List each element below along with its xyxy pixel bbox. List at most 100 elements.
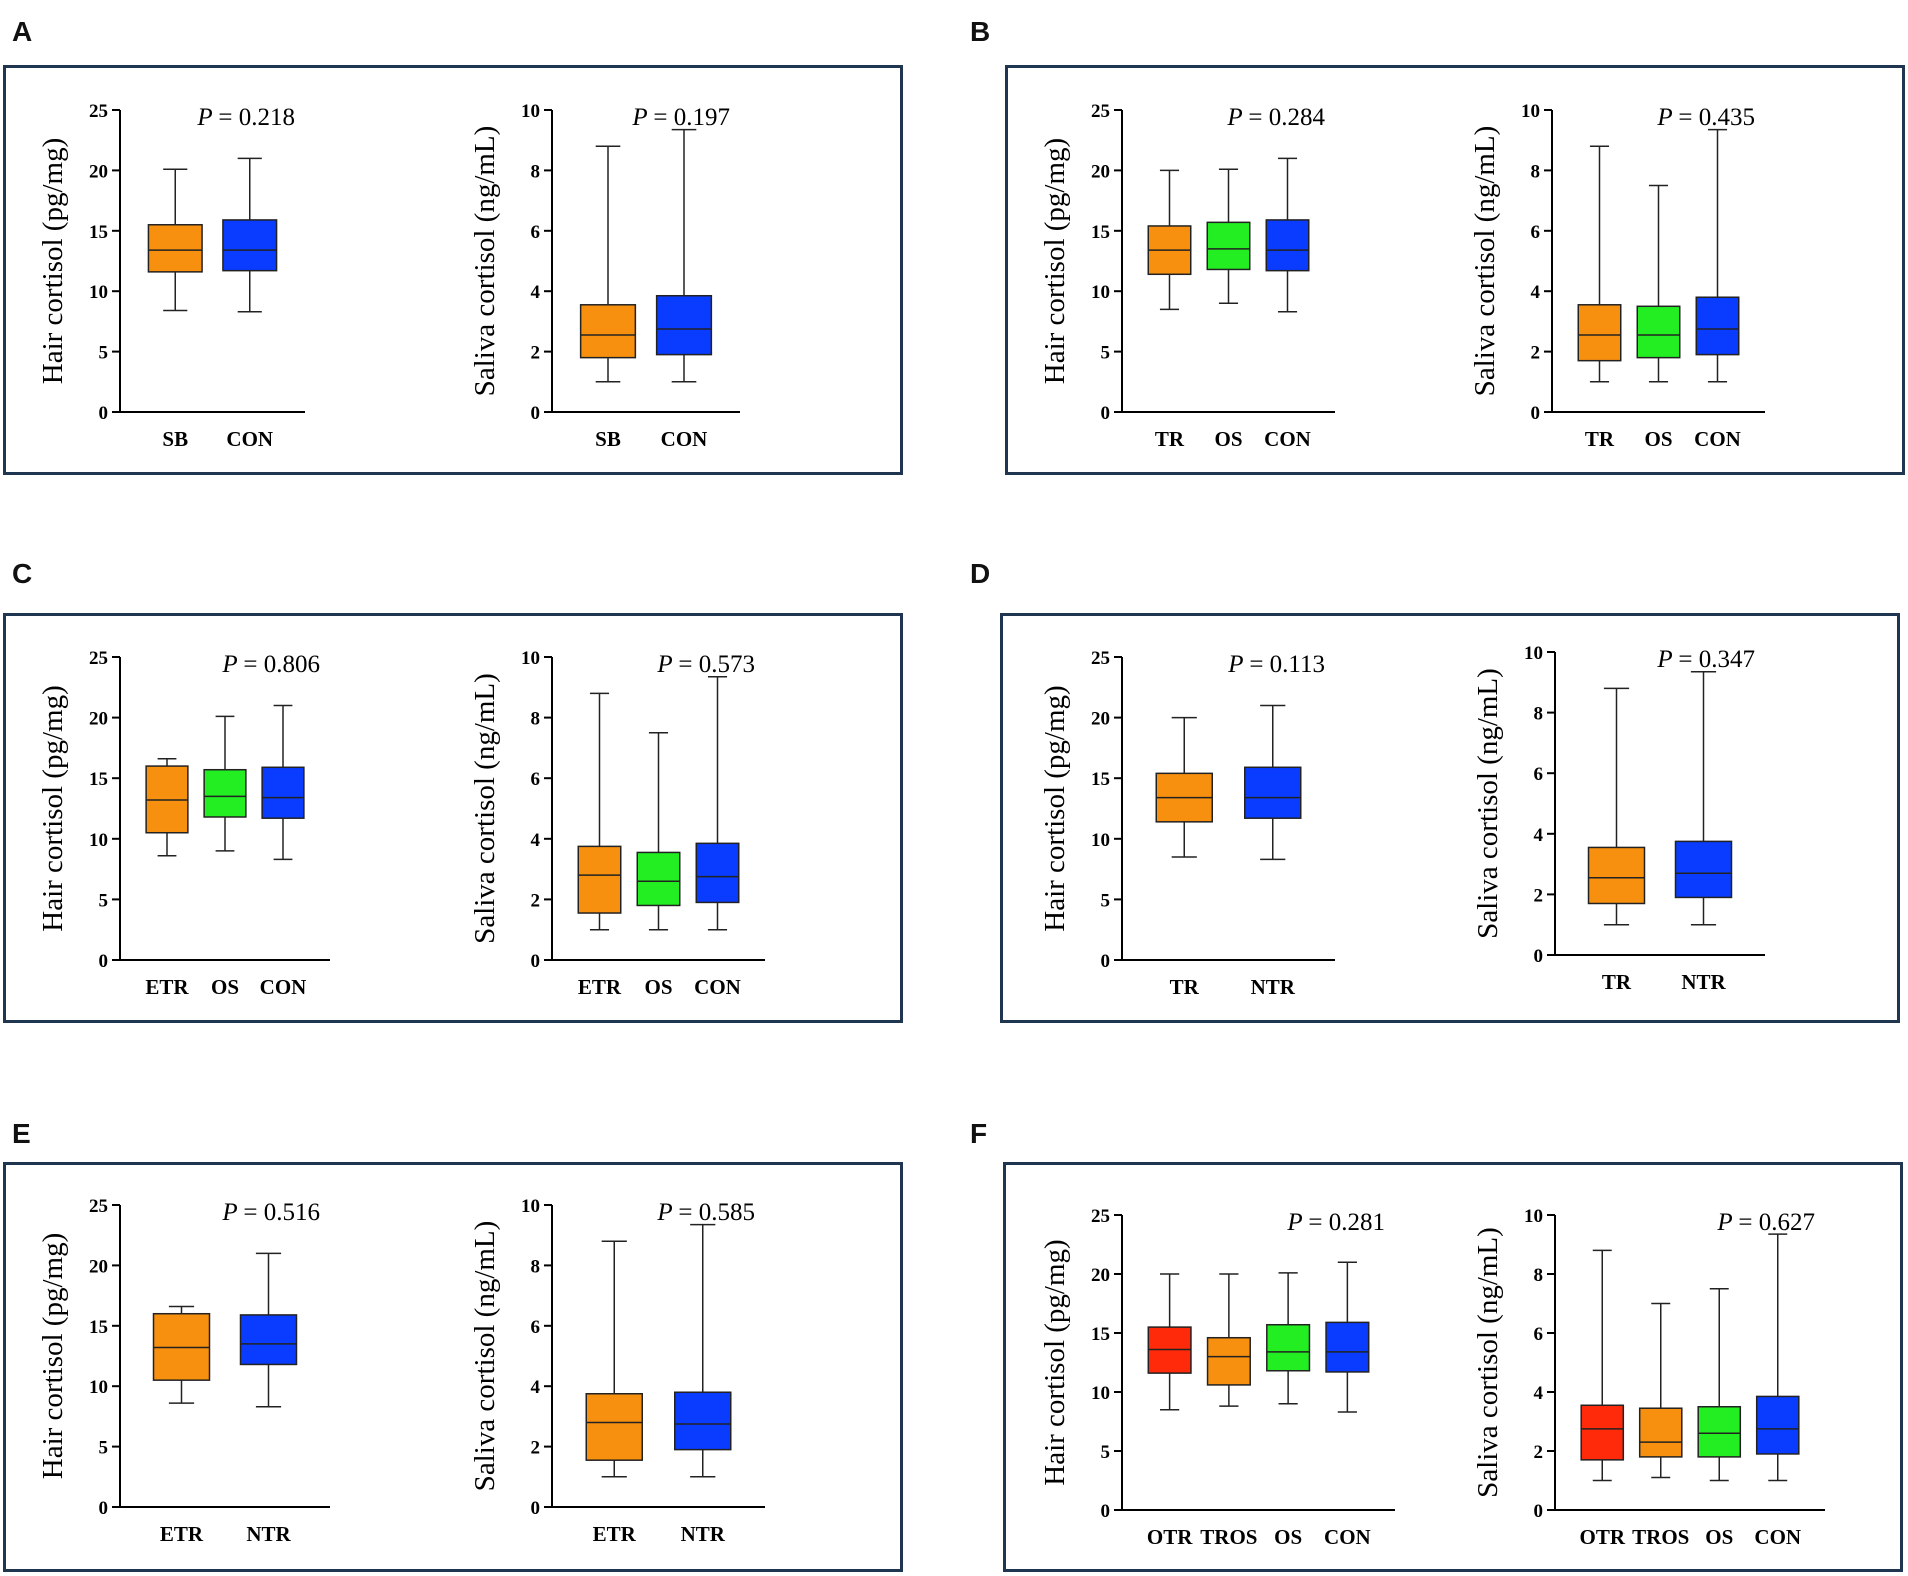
box-tr xyxy=(1155,716,1213,858)
p-symbol: P xyxy=(656,651,678,678)
y-tick-label: 0 xyxy=(99,1498,109,1519)
p-value: = 0.218 xyxy=(218,104,295,131)
box-iqr xyxy=(203,768,247,818)
p-symbol: P xyxy=(1716,1209,1738,1236)
y-tick-label: 8 xyxy=(531,161,541,182)
y-tick-label: 2 xyxy=(531,890,541,911)
y-tick-label: 4 xyxy=(531,1377,541,1398)
box-etr xyxy=(585,1240,643,1478)
y-tick-label: 0 xyxy=(1101,951,1111,972)
box-iqr xyxy=(1697,1406,1742,1458)
p-value: = 0.627 xyxy=(1738,1209,1815,1236)
x-category-label: CON xyxy=(694,975,741,999)
y-tick-label: 10 xyxy=(1091,830,1110,851)
y-axis-label: Hair cortisol (pg/mg) xyxy=(1039,685,1071,931)
p-value: = 0.516 xyxy=(243,1199,320,1226)
box-etr xyxy=(145,758,189,857)
p-value-label: P = 0.218 xyxy=(196,104,295,131)
y-tick-label: 8 xyxy=(531,1256,541,1277)
p-symbol: P xyxy=(221,1199,243,1226)
box-con xyxy=(1265,157,1310,313)
box-tr xyxy=(1587,687,1646,926)
box-sb xyxy=(147,168,203,312)
box-os xyxy=(1206,168,1251,305)
y-tick-label: 4 xyxy=(1534,1383,1544,1404)
p-value-label: P = 0.347 xyxy=(1656,646,1755,673)
y-tick-label: 0 xyxy=(1534,1501,1544,1522)
p-value-label: P = 0.516 xyxy=(221,1199,320,1226)
box-iqr xyxy=(261,766,305,819)
panel-frame-d xyxy=(1000,613,1900,1023)
box-iqr xyxy=(147,224,203,273)
y-tick-label: 10 xyxy=(89,1377,108,1398)
x-category-label: TR xyxy=(1170,975,1200,999)
box-ntr xyxy=(239,1252,298,1408)
box-tros xyxy=(1206,1273,1251,1407)
panel-letter-b: B xyxy=(970,16,991,47)
p-symbol: P xyxy=(1226,104,1248,131)
box-iqr xyxy=(1587,846,1646,905)
y-tick-label: 10 xyxy=(521,648,540,669)
y-tick-label: 2 xyxy=(531,1438,541,1459)
box-iqr xyxy=(695,842,740,904)
y-axis-label: Hair cortisol (pg/mg) xyxy=(37,138,69,384)
x-category-label: TR xyxy=(1585,427,1615,451)
panel-letter-f: F xyxy=(970,1118,988,1149)
y-tick-label: 10 xyxy=(89,830,108,851)
p-value: = 0.573 xyxy=(678,651,755,678)
y-axis-label: Hair cortisol (pg/mg) xyxy=(37,685,69,931)
y-tick-label: 5 xyxy=(1101,890,1111,911)
y-tick-label: 4 xyxy=(531,830,541,851)
y-tick-label: 8 xyxy=(1531,161,1541,182)
y-tick-label: 8 xyxy=(531,709,541,730)
x-category-label: CON xyxy=(1694,427,1741,451)
p-symbol: P xyxy=(196,104,218,131)
panel-letter-a: A xyxy=(12,16,33,47)
x-category-label: TROS xyxy=(1632,1525,1689,1549)
panel-letter-e: E xyxy=(12,1118,31,1149)
box-con xyxy=(1755,1233,1800,1482)
panel-frame-c xyxy=(3,613,903,1023)
box-iqr xyxy=(1674,840,1733,899)
panel-frame-a xyxy=(3,65,903,475)
y-tick-label: 15 xyxy=(89,222,108,243)
y-tick-label: 5 xyxy=(99,1438,109,1459)
y-tick-label: 0 xyxy=(1531,403,1541,424)
box-tros xyxy=(1638,1302,1683,1479)
x-category-label: CON xyxy=(260,975,307,999)
y-tick-label: 15 xyxy=(1091,769,1110,790)
y-tick-label: 0 xyxy=(531,403,541,424)
box-otr xyxy=(1580,1249,1625,1482)
y-tick-label: 20 xyxy=(1091,161,1110,182)
p-value-label: P = 0.113 xyxy=(1227,651,1325,678)
p-value-label: P = 0.197 xyxy=(631,104,730,131)
x-category-label: OS xyxy=(1644,427,1672,451)
y-tick-label: 4 xyxy=(1534,825,1544,846)
y-tick-label: 2 xyxy=(1534,1442,1544,1463)
box-iqr xyxy=(636,851,681,907)
box-iqr xyxy=(1206,1336,1251,1386)
p-symbol: P xyxy=(1656,104,1678,131)
x-category-label: OS xyxy=(211,975,239,999)
y-tick-label: 0 xyxy=(99,951,109,972)
x-category-label: NTR xyxy=(246,1522,291,1546)
box-sb xyxy=(579,145,637,383)
box-otr xyxy=(1147,1273,1192,1411)
y-tick-label: 6 xyxy=(1534,1324,1544,1345)
p-value-label: P = 0.284 xyxy=(1226,104,1325,131)
y-tick-label: 5 xyxy=(1101,343,1111,364)
box-con xyxy=(1325,1261,1370,1413)
box-os xyxy=(203,715,247,852)
box-iqr xyxy=(1265,219,1310,272)
x-category-label: TROS xyxy=(1200,1525,1257,1549)
y-tick-label: 2 xyxy=(1531,343,1541,364)
y-tick-label: 20 xyxy=(1091,1265,1110,1286)
y-tick-label: 0 xyxy=(1101,403,1111,424)
box-iqr xyxy=(577,845,622,914)
box-os xyxy=(1697,1288,1742,1482)
